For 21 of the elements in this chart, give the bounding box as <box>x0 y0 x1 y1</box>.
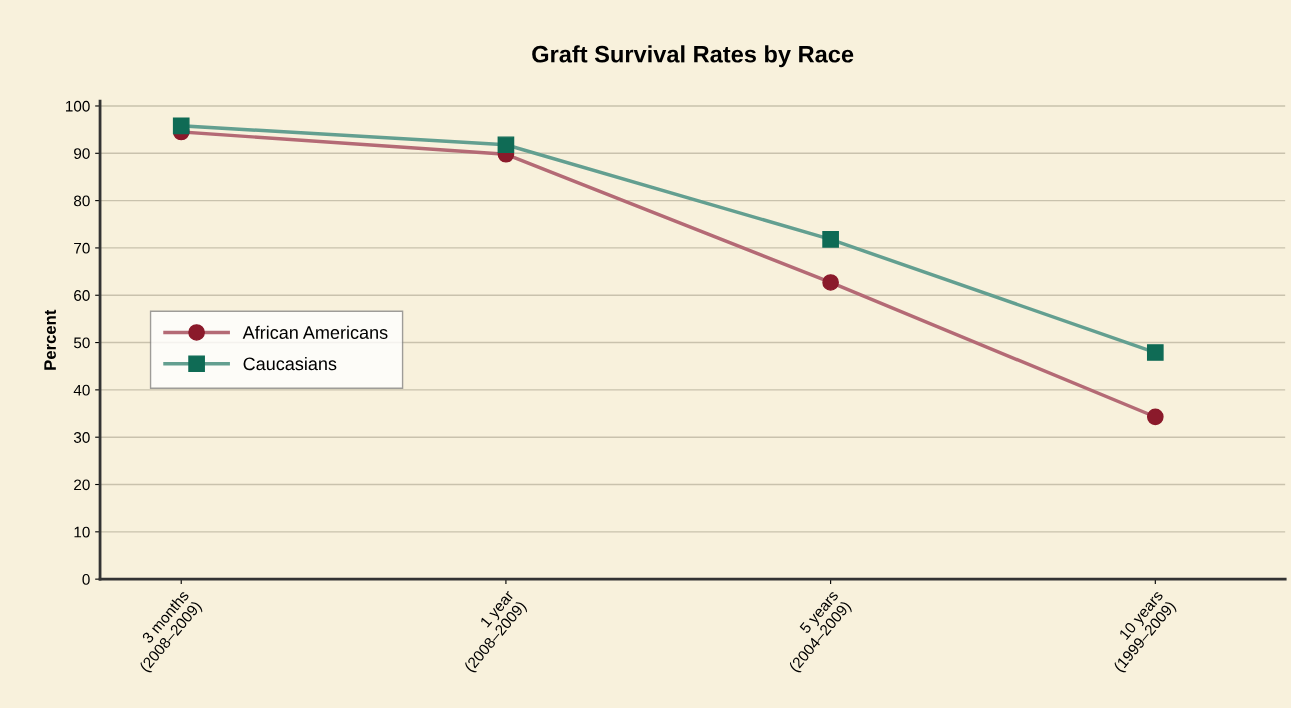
legend-label: Caucasians <box>243 356 337 371</box>
point <box>1146 408 1164 426</box>
y-tick-label: 90 <box>74 148 90 159</box>
point <box>1146 344 1164 361</box>
point <box>497 136 515 154</box>
y-tick-label: 80 <box>74 195 90 207</box>
y-tick-label: 20 <box>74 479 90 491</box>
point <box>172 117 190 135</box>
y-tick-label: 50 <box>73 337 90 349</box>
y-tick-label: 40 <box>73 384 90 396</box>
point <box>822 231 839 248</box>
y-axis-title: Percent <box>44 309 56 370</box>
y-tick-label: 60 <box>74 290 90 301</box>
legend-label: African Americans <box>242 325 388 339</box>
point <box>822 274 839 291</box>
chart-title: Graft Survival Rates by Race <box>532 45 854 68</box>
y-tick-label: 10 <box>74 526 90 538</box>
y-tick-label: 100 <box>66 100 90 112</box>
y-tick-label: 30 <box>73 432 90 443</box>
y-tick-label: 70 <box>74 242 90 254</box>
y-tick-label: 0 <box>82 574 90 585</box>
